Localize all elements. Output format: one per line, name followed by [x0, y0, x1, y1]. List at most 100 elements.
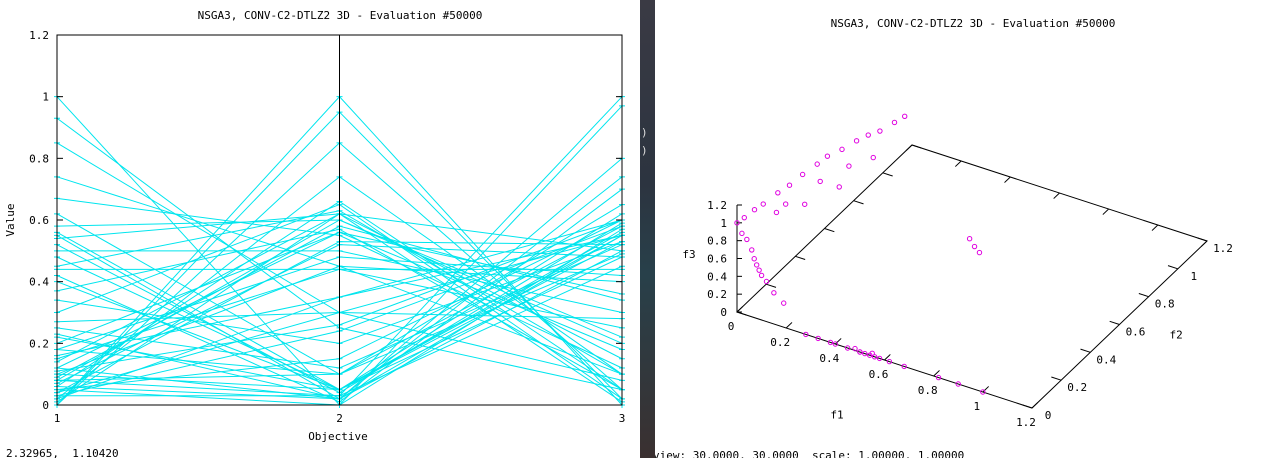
f2-tick [1109, 320, 1120, 325]
f2-tick [736, 311, 747, 316]
scatter-3d-plot: NSGA3, CONV-C2-DTLZ2 3D - Evaluation #50… [682, 17, 1233, 429]
scatter-point [877, 128, 883, 134]
f1-tick [785, 322, 793, 329]
scatter-point [865, 132, 871, 138]
f1-tick [954, 160, 962, 167]
desktop-background-strip: ) ) [640, 0, 655, 458]
y-axis-label: Value [4, 203, 17, 236]
f2-axis-label: f2 [1169, 329, 1182, 342]
mouse-coordinates-readout: 2.32965, 1.10420 [6, 447, 119, 458]
f1-tick [1053, 192, 1060, 199]
f2-tick [795, 255, 806, 261]
scatter-point [971, 243, 978, 250]
f3-tick-label: 1.2 [707, 199, 727, 212]
x-axis-label: Objective [308, 430, 368, 443]
f1-tick-label: 1.2 [1016, 416, 1036, 429]
f1-tick [1151, 224, 1159, 231]
f2-tick [1022, 404, 1033, 409]
f1-tick [905, 144, 913, 151]
f1-tick [1004, 176, 1011, 183]
desktop-glyph: ) [641, 144, 648, 157]
f1-tick [1031, 402, 1039, 409]
f1-tick [834, 338, 842, 345]
scatter-point [786, 182, 793, 188]
f3-axis-label: f3 [682, 248, 695, 261]
scatter-point [817, 178, 823, 185]
scatter-point [782, 201, 789, 207]
scatter-point [839, 146, 845, 153]
desktop-glyph: ) [641, 126, 648, 139]
scatter-point [756, 267, 762, 273]
y-tick-label: 0.4 [29, 276, 49, 289]
f1-tick-label: 0.8 [918, 384, 938, 397]
f2-tick-label: 0.6 [1126, 326, 1146, 339]
chart-title: NSGA3, CONV-C2-DTLZ2 3D - Evaluation #50… [831, 17, 1116, 30]
base-plane-outline [736, 144, 1208, 409]
scatter-point [803, 331, 809, 338]
f1-tick-label: 0.2 [770, 336, 790, 349]
scatter-point [814, 161, 820, 167]
scatter-point [846, 163, 852, 169]
parallel-coordinates-plot: NSGA3, CONV-C2-DTLZ2 3D - Evaluation #50… [4, 9, 626, 443]
f3-tick-label: 0 [720, 306, 727, 319]
scatter-point [773, 209, 780, 216]
f2-tick-label: 1 [1191, 270, 1198, 283]
f2-tick [853, 200, 864, 205]
f1-tick-label: 1 [974, 400, 981, 413]
view-scale-readout: view: 30.0000, 30.0000 scale: 1.00000, 1… [655, 449, 965, 458]
scatter-point [844, 345, 851, 351]
scatter-point [902, 113, 908, 119]
scatter-point [976, 249, 983, 256]
scatter-point [869, 350, 875, 357]
scatter-point [781, 300, 787, 306]
scatter-point [935, 374, 942, 381]
scatter-point [734, 220, 740, 226]
f3-tick-label: 1 [720, 217, 727, 230]
f2-tick [911, 144, 922, 149]
f1-tick [1200, 240, 1208, 247]
f1-tick [736, 306, 744, 313]
f2-tick-label: 1.2 [1213, 242, 1233, 255]
scatter-point [832, 341, 839, 347]
parallel-coordinates-window[interactable]: NSGA3, CONV-C2-DTLZ2 3D - Evaluation #50… [0, 0, 640, 458]
scatter-point [815, 335, 821, 342]
f2-tick [882, 172, 893, 177]
f2-tick [1080, 348, 1091, 353]
scatter-point [771, 290, 777, 296]
f1-tick [884, 354, 891, 361]
f1-tick [933, 370, 940, 377]
f1-tick-label: 0 [728, 320, 735, 333]
scatter-point [739, 230, 745, 237]
f2-tick [1138, 292, 1149, 298]
f2-tick-label: 0.2 [1067, 381, 1087, 394]
scatter-point [744, 236, 750, 243]
f1-tick-label: 0.4 [819, 352, 839, 365]
f2-tick-label: 0 [1045, 409, 1052, 422]
f1-tick [982, 386, 990, 393]
f2-tick [824, 228, 835, 233]
f1-tick [1102, 208, 1110, 215]
f2-tick [766, 283, 777, 288]
scatter-point [758, 272, 765, 279]
x-tick-label: 3 [619, 412, 626, 425]
y-tick-label: 0.2 [29, 337, 49, 350]
scatter-point [741, 214, 747, 221]
scatter-point [955, 381, 961, 387]
scatter-point [802, 201, 808, 207]
scatter-point [799, 171, 806, 178]
scatter-point [852, 345, 858, 352]
scatter-point [901, 363, 907, 370]
scatter-point [853, 138, 860, 144]
f1-axis-label: f1 [830, 409, 843, 422]
scatter-point [966, 235, 973, 242]
f1-tick-label: 0.6 [869, 368, 889, 381]
y-tick-label: 0 [42, 399, 49, 412]
scatter-point [751, 207, 758, 213]
f3-tick-label: 0.8 [707, 235, 727, 248]
scatter-point [870, 154, 876, 161]
scatter-point [891, 119, 898, 126]
scatter-point [836, 184, 842, 190]
scatter-point [876, 355, 883, 362]
scatter-point [980, 389, 986, 395]
scatter-3d-window[interactable]: NSGA3, CONV-C2-DTLZ2 3D - Evaluation #50… [655, 0, 1284, 458]
